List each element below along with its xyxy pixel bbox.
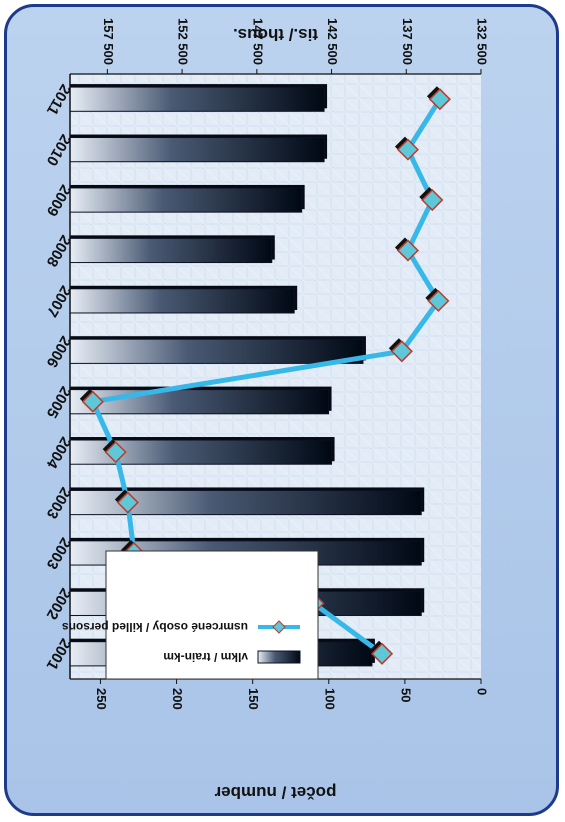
bar-2010-10 — [69, 137, 325, 163]
left-tick-label: 142 500 — [325, 18, 340, 65]
right-tick-label: 50 — [398, 688, 413, 702]
chart-svg: 132 500 137 500 142 500 147 500 152 500 157 5… — [42, 18, 489, 802]
chart-frame: 132 500 137 500 142 500 147 500 152 500 157 5… — [4, 4, 559, 816]
right-tick-label: 150 — [246, 688, 261, 710]
bar-2008-8 — [69, 237, 273, 264]
right-tick-label: 100 — [322, 688, 337, 710]
left-tick-label: 132 500 — [475, 18, 490, 65]
marker-point-9 — [421, 188, 444, 212]
right-axis-title: počet / number — [214, 783, 336, 802]
marker-point-6 — [390, 340, 413, 363]
chart-rotated-group: 132 500 137 500 142 500 147 500 152 500 157 5… — [42, 18, 489, 802]
legend-label-train-km: vlkm / train-km — [163, 650, 248, 664]
legend-line-marker — [272, 620, 286, 634]
chart-plot: 132 500 137 500 142 500 147 500 152 500 157 5… — [42, 18, 489, 802]
marker-point-0 — [370, 642, 394, 665]
marker-point-5 — [81, 390, 104, 413]
legend-bar-swatch — [257, 650, 301, 664]
marker-point-8 — [396, 239, 419, 262]
marker-point-10 — [396, 138, 419, 161]
bar-2009-9 — [69, 187, 303, 213]
right-tick-label: 0 — [475, 688, 490, 695]
legend-label-killed-persons: usmrcené osoby / killed persons — [62, 620, 248, 634]
right-tick-label: 200 — [170, 688, 185, 710]
right-tick-label: 250 — [94, 688, 109, 710]
left-tick-label: 147 500 — [250, 18, 265, 65]
marker-point-3 — [116, 491, 139, 514]
marker-point-7 — [427, 289, 450, 312]
marker-point-4 — [104, 441, 127, 464]
left-tick-label: 157 500 — [101, 18, 116, 65]
bar-2011-11 — [69, 86, 325, 112]
bar-2007-7 — [69, 288, 295, 314]
left-tick-label: 137 500 — [400, 18, 415, 65]
left-axis-title: tis./ thous. — [233, 25, 318, 44]
bar-2006-6 — [69, 338, 364, 364]
marker-point-11 — [428, 88, 451, 111]
left-tick-label: 152 500 — [176, 18, 191, 65]
bar-2005-5 — [69, 389, 330, 415]
